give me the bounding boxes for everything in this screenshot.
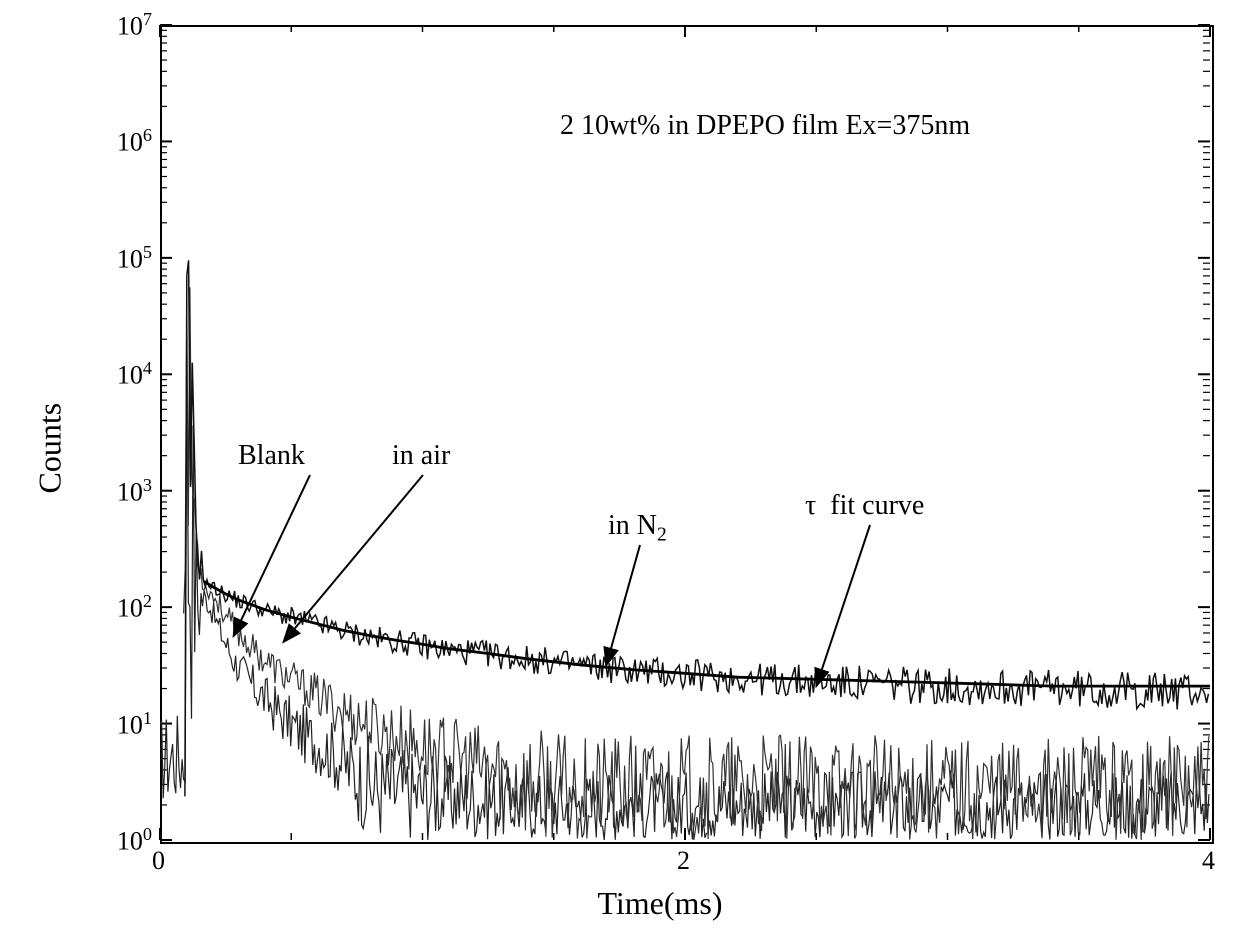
y-tick-label: 103 bbox=[98, 475, 152, 508]
chart-title: 2 10wt% in DPEPO film Ex=375nm bbox=[560, 110, 970, 142]
annotation-in-n2: in N2 bbox=[608, 510, 667, 547]
y-tick-label: 100 bbox=[98, 824, 152, 857]
y-tick-label: 102 bbox=[98, 591, 152, 624]
y-tick-label: 104 bbox=[98, 358, 152, 391]
plot-area bbox=[160, 25, 1214, 844]
annotation-in-air: in air bbox=[392, 440, 450, 472]
y-tick-label: 101 bbox=[98, 708, 152, 741]
annotation-blank: Blank bbox=[238, 440, 305, 472]
y-tick-label: 105 bbox=[98, 242, 152, 275]
annotation-fit: τ fit curve bbox=[805, 490, 924, 522]
decay-chart: Counts Time(ms) 2 10wt% in DPEPO film Ex… bbox=[0, 0, 1240, 929]
x-tick-label: 0 bbox=[152, 846, 165, 876]
y-axis-label: Counts bbox=[32, 374, 69, 494]
x-tick-label: 2 bbox=[677, 846, 690, 876]
x-tick-label: 4 bbox=[1202, 846, 1215, 876]
y-tick-label: 107 bbox=[98, 9, 152, 42]
x-axis-label: Time(ms) bbox=[560, 885, 760, 922]
y-tick-label: 106 bbox=[98, 125, 152, 158]
